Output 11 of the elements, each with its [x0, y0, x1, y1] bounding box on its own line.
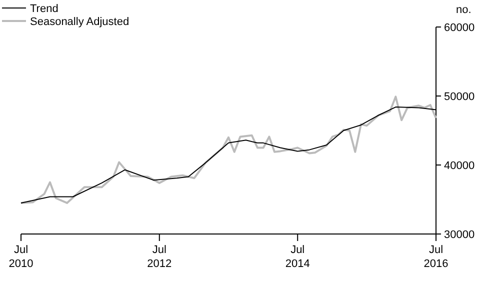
x-tick-label: Jul 2016	[424, 244, 448, 270]
legend-label: Seasonally Adjusted	[30, 16, 130, 28]
legend-label: Trend	[30, 3, 58, 15]
y-tick-label: 40000	[444, 160, 475, 172]
x-tick-label: Jul 2010	[8, 244, 34, 270]
y-tick-label: 30000	[444, 229, 475, 241]
y-tick-label: 50000	[444, 91, 475, 103]
y-tick-label: 60000	[444, 22, 475, 34]
y-axis-title: no.	[456, 4, 472, 16]
x-tick-label: Jul 2014	[285, 244, 310, 270]
x-tick-label: Jul 2012	[147, 244, 172, 270]
